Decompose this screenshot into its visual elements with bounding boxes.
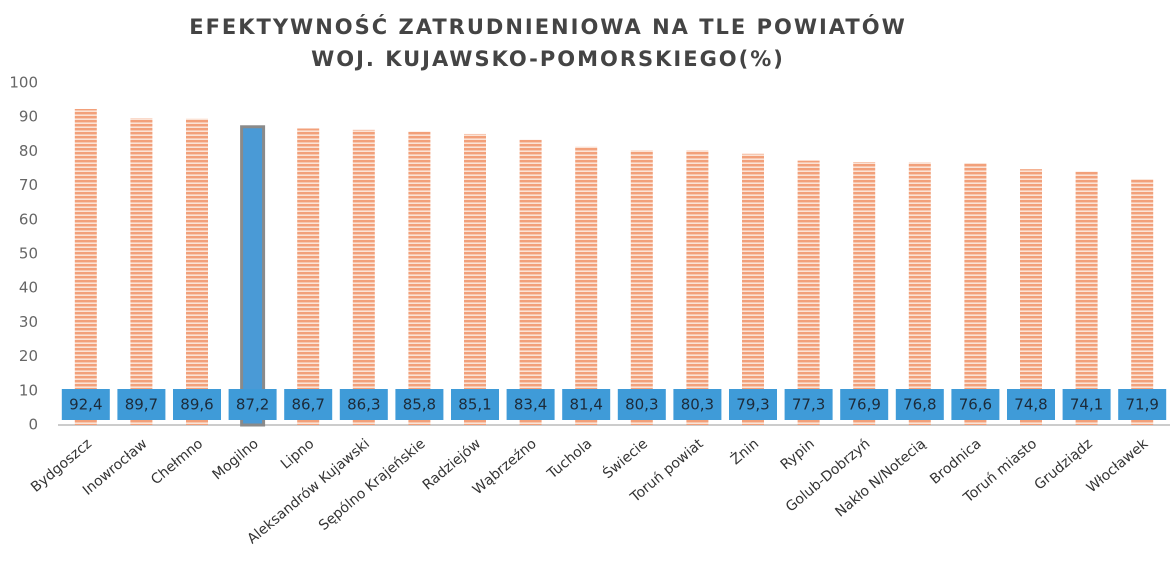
value-label-box bbox=[284, 389, 333, 420]
value-label: 86,7 bbox=[291, 396, 324, 414]
y-tick-label: 80 bbox=[19, 142, 38, 160]
value-label-box bbox=[61, 389, 110, 420]
bar bbox=[686, 150, 709, 425]
value-label-box bbox=[1118, 389, 1167, 420]
value-label-box bbox=[951, 389, 1000, 420]
value-label-box bbox=[506, 389, 555, 420]
x-tick-label: Tuchola bbox=[544, 436, 596, 483]
x-tick-label: Włocławek bbox=[1084, 435, 1152, 496]
y-tick-label: 60 bbox=[19, 210, 38, 228]
value-label-box bbox=[1062, 389, 1111, 420]
y-tick-label: 70 bbox=[19, 176, 38, 194]
y-tick-label: 40 bbox=[19, 279, 38, 297]
value-label-box bbox=[840, 389, 889, 420]
value-label: 85,8 bbox=[403, 396, 436, 414]
value-label: 71,9 bbox=[1125, 396, 1158, 414]
x-tick-label: Sępólno Krajeńskie bbox=[316, 436, 429, 534]
bar bbox=[352, 129, 375, 425]
value-label-box bbox=[784, 389, 833, 420]
value-label: 77,3 bbox=[792, 396, 825, 414]
bar bbox=[74, 108, 97, 425]
y-tick-label: 30 bbox=[19, 313, 38, 331]
y-tick-label: 10 bbox=[19, 381, 38, 399]
value-label-box bbox=[1007, 389, 1055, 420]
value-label: 83,4 bbox=[514, 396, 547, 414]
x-tick-label: Lipno bbox=[278, 436, 317, 473]
bar bbox=[130, 118, 153, 425]
bar bbox=[575, 146, 598, 425]
value-label-box bbox=[617, 389, 666, 420]
value-label: 89,6 bbox=[180, 396, 213, 414]
x-tick-label: Mogilno bbox=[210, 436, 262, 483]
value-label: 74,8 bbox=[1014, 396, 1047, 414]
bar bbox=[1075, 171, 1098, 425]
value-label: 79,3 bbox=[736, 396, 769, 414]
y-tick-label: 20 bbox=[19, 347, 38, 365]
value-label-box bbox=[729, 389, 777, 420]
bar bbox=[908, 162, 931, 425]
value-label: 74,1 bbox=[1070, 396, 1103, 414]
value-label: 76,6 bbox=[959, 396, 992, 414]
chart-title: WOJ. KUJAWSKO-POMORSKIEGO(%) bbox=[311, 47, 785, 71]
x-tick-label: Żnin bbox=[727, 434, 762, 468]
value-label-box bbox=[228, 389, 277, 420]
value-label: 92,4 bbox=[69, 396, 102, 414]
value-label: 76,8 bbox=[903, 396, 936, 414]
x-tick-label: Rypin bbox=[778, 436, 818, 473]
chart-title: EFEKTYWNOŚĆ ZATRUDNIENIOWA NA TLE POWIAT… bbox=[189, 14, 907, 39]
value-label-box bbox=[339, 389, 388, 420]
value-label: 86,3 bbox=[347, 396, 380, 414]
y-tick-label: 0 bbox=[28, 416, 38, 434]
value-label-box bbox=[451, 389, 499, 420]
x-tick-label: Świecie bbox=[599, 434, 651, 482]
bar bbox=[519, 139, 542, 425]
value-label-box bbox=[673, 389, 722, 420]
value-label: 81,4 bbox=[569, 396, 602, 414]
bar bbox=[630, 150, 653, 425]
value-label: 76,9 bbox=[847, 396, 880, 414]
bar bbox=[186, 118, 208, 426]
y-tick-label: 50 bbox=[19, 245, 38, 263]
value-label: 80,3 bbox=[625, 396, 658, 414]
x-tick-label: Chełmno bbox=[148, 436, 206, 488]
y-tick-label: 100 bbox=[9, 74, 38, 92]
y-tick-label: 90 bbox=[19, 108, 38, 126]
value-label-box bbox=[895, 389, 944, 420]
bar bbox=[742, 153, 764, 425]
bar bbox=[964, 163, 987, 425]
bar bbox=[297, 128, 320, 425]
bar bbox=[853, 162, 876, 425]
value-label: 85,1 bbox=[458, 396, 491, 414]
value-label-box bbox=[562, 389, 611, 420]
value-label-box bbox=[117, 389, 166, 420]
value-label-box bbox=[395, 389, 444, 420]
bar bbox=[1020, 169, 1042, 425]
bar bbox=[797, 160, 820, 425]
bar bbox=[464, 133, 486, 425]
value-label-box bbox=[173, 389, 221, 420]
bar bbox=[408, 131, 431, 425]
value-label: 89,7 bbox=[125, 396, 158, 414]
value-label: 87,2 bbox=[236, 396, 269, 414]
value-label: 80,3 bbox=[681, 396, 714, 414]
bar bbox=[1131, 179, 1154, 425]
bar bbox=[240, 125, 266, 427]
